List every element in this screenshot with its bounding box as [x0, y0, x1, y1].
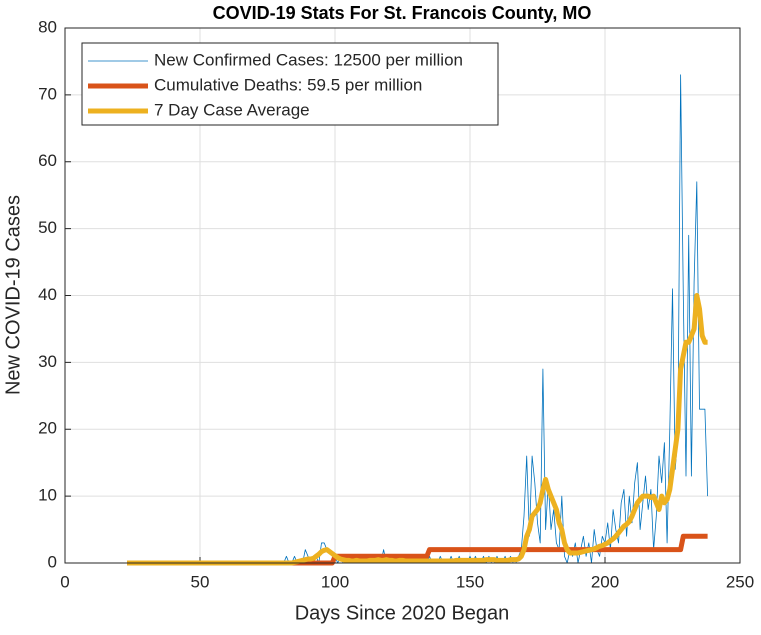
legend-label: 7 Day Case Average [154, 100, 310, 119]
x-tick-label: 200 [591, 572, 619, 591]
y-axis-label: New COVID-19 Cases [2, 195, 24, 395]
y-tick-label: 60 [38, 151, 57, 170]
y-tick-label: 50 [38, 218, 57, 237]
legend-label: Cumulative Deaths: 59.5 per million [154, 75, 422, 94]
axes-box [64, 27, 741, 564]
x-tick-label: 50 [191, 572, 210, 591]
x-tick-label: 0 [60, 572, 69, 591]
y-tick-label: 30 [38, 352, 57, 371]
y-tick-label: 80 [38, 17, 57, 36]
legend-box [81, 42, 499, 126]
legend-label: New Confirmed Cases: 12500 per million [154, 50, 463, 69]
x-tick-label: 250 [726, 572, 754, 591]
y-tick-label: 70 [38, 84, 57, 103]
y-tick-label: 0 [48, 552, 57, 571]
x-tick-label: 150 [456, 572, 484, 591]
y-tick-label: 40 [38, 285, 57, 304]
legend: New Confirmed Cases: 12500 per million Cu… [81, 42, 499, 126]
chart-title: COVID-19 Stats For St. Francois County, … [213, 3, 592, 23]
x-tick-label: 100 [321, 572, 349, 591]
x-axis-label: Days Since 2020 Began [295, 602, 510, 624]
y-tick-label: 20 [38, 419, 57, 438]
y-tick-label: 10 [38, 486, 57, 505]
